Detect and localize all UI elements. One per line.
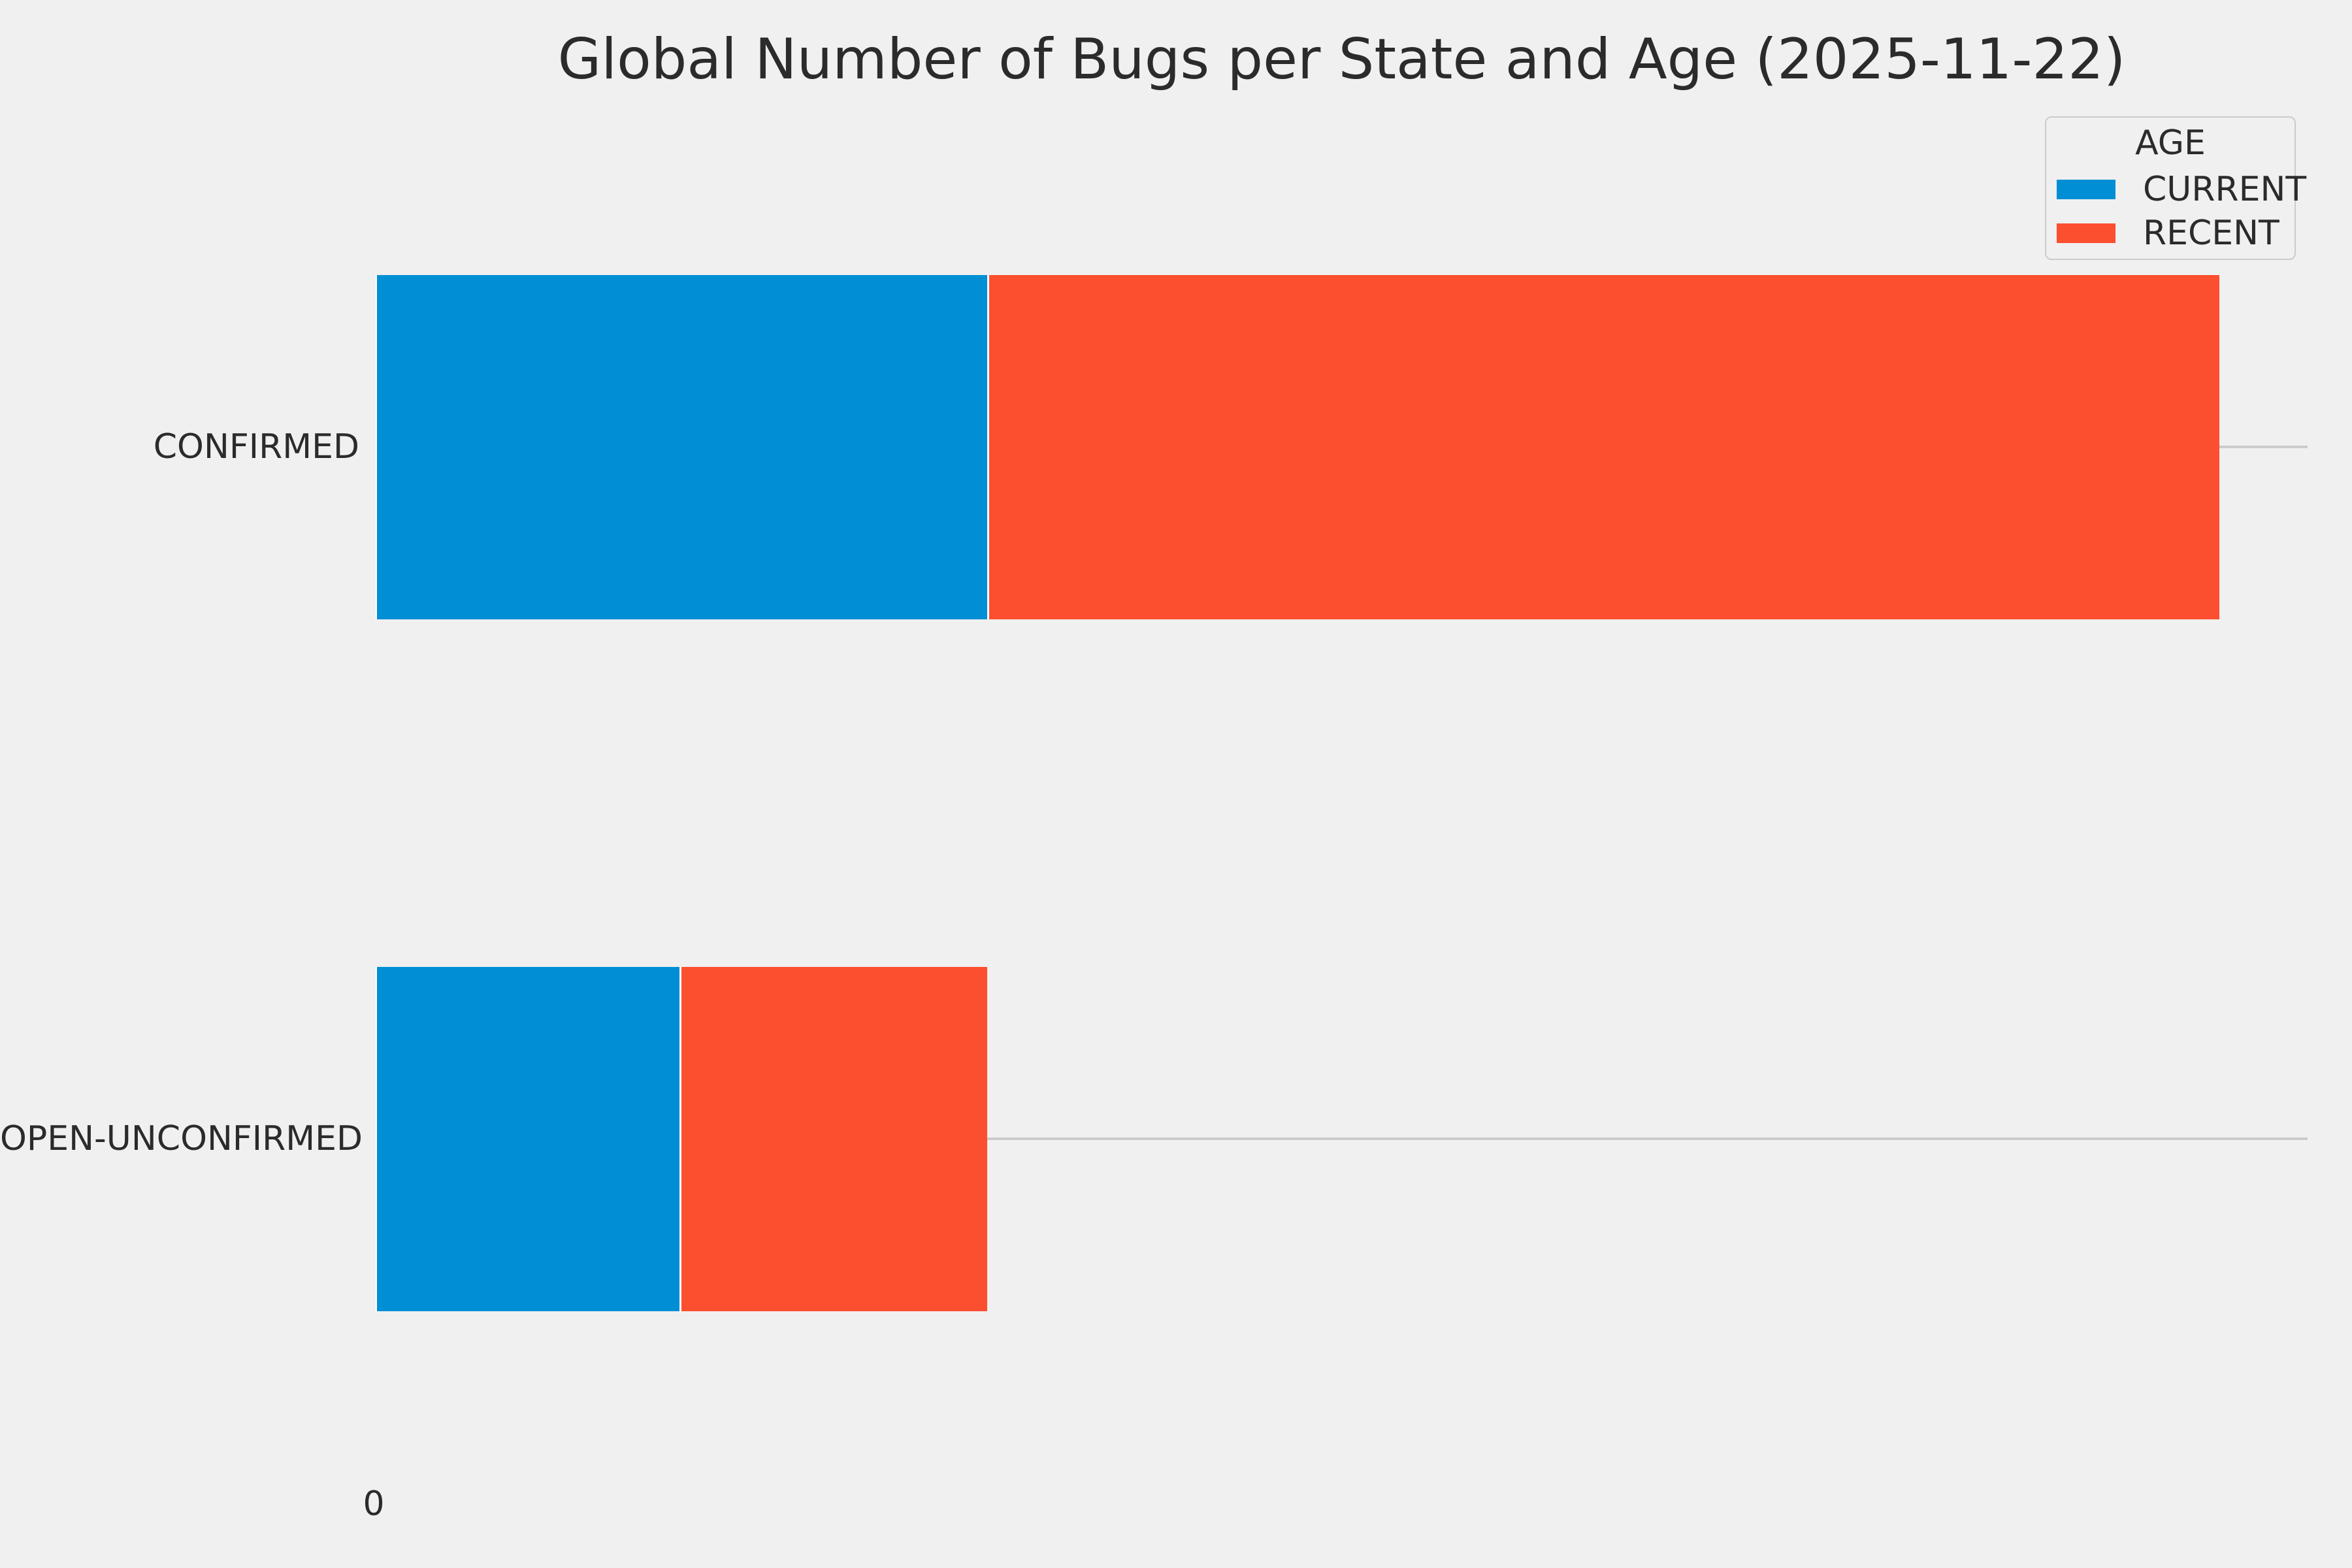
y-tick-label-open-unconfirmed: OPEN-UNCONFIRMED bbox=[0, 1119, 363, 1158]
legend-title: AGE bbox=[2135, 123, 2206, 163]
legend: AGE CURRENT RECENT bbox=[2045, 116, 2306, 260]
chart-title: Global Number of Bugs per State and Age … bbox=[557, 27, 2126, 92]
bar-segment-confirmed-current bbox=[376, 275, 987, 619]
y-gridline-open-unconfirmed bbox=[376, 1137, 2308, 1140]
legend-swatch-recent-icon bbox=[2057, 223, 2115, 243]
bar-segment-open-unconfirmed-current bbox=[376, 967, 680, 1311]
bar-segment-open-unconfirmed-recent bbox=[679, 967, 987, 1311]
bar-segment-confirmed-recent bbox=[987, 275, 2219, 619]
legend-label-recent: RECENT bbox=[2143, 214, 2279, 253]
legend-label-current: CURRENT bbox=[2143, 170, 2307, 209]
x-tick-label-zero: 0 bbox=[363, 1484, 385, 1524]
legend-entry-current: CURRENT bbox=[2057, 171, 2306, 208]
legend-entry-recent: RECENT bbox=[2057, 214, 2295, 252]
y-tick-label-confirmed: CONFIRMED bbox=[153, 427, 359, 466]
legend-swatch-current-icon bbox=[2057, 180, 2115, 199]
